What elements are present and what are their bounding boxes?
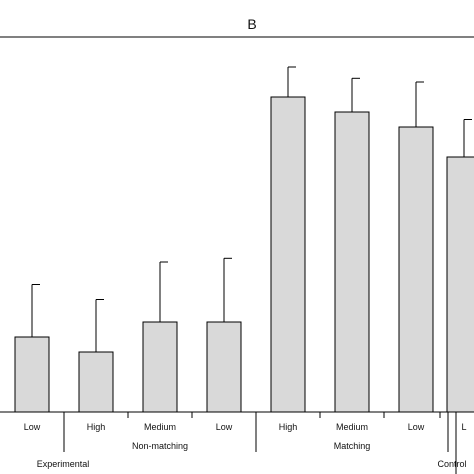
category-label-2: Medium [144,422,176,432]
category-label-7: L [461,422,466,432]
bar-2 [142,321,178,413]
bar-1 [78,351,114,413]
bar-6 [398,126,434,413]
ticks-layer: Low High Medium Low High Medium Low L Non-matchi… [24,412,467,474]
group-label-1: Matching [334,441,371,451]
category-label-6: Low [408,422,425,432]
category-label-3: Low [216,422,233,432]
bar-0 [14,336,50,413]
outer-group-label-1: Control [437,459,466,469]
bar-4 [270,96,306,413]
category-label-0: Low [24,422,41,432]
bar-7 [446,156,474,413]
outer-group-label-0: Experimental [37,459,90,469]
category-label-5: Medium [336,422,368,432]
bars-layer [14,66,474,413]
panel-label: B [247,16,256,32]
bar-3 [206,321,242,413]
bar-5 [334,111,370,413]
category-label-1: High [87,422,106,432]
group-label-0: Non-matching [132,441,188,451]
category-label-4: High [279,422,298,432]
